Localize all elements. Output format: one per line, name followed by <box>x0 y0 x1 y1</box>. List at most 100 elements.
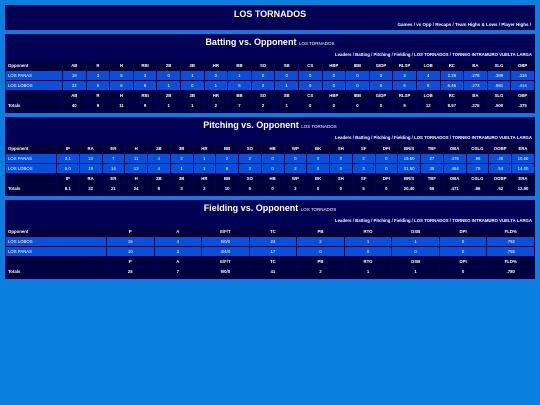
batting-column-header[interactable]: 3B <box>180 61 204 70</box>
pitching-column-header[interactable]: IP <box>57 174 79 183</box>
pitching-column-header[interactable]: HB <box>261 144 284 153</box>
fielding-column-header[interactable]: OSB <box>392 257 439 266</box>
pitching-column-header[interactable]: OOBP <box>489 144 511 153</box>
batting-column-header[interactable]: AB <box>63 91 86 100</box>
pitching-column-header[interactable]: BR/S <box>398 144 420 153</box>
batting-column-header[interactable]: 3B <box>180 91 204 100</box>
batting-column-header[interactable]: HBP <box>322 91 346 100</box>
batting-column-header[interactable]: OBP <box>511 91 534 100</box>
batting-column-header[interactable]: RC <box>440 61 464 70</box>
fielding-column-header[interactable]: E/F/T <box>202 257 249 266</box>
pitching-column-header[interactable]: 2B <box>148 144 170 153</box>
pitching-column-header[interactable]: WP <box>284 174 307 183</box>
pitching-column-header[interactable]: SH <box>330 174 352 183</box>
batting-column-header[interactable]: GIDP <box>369 61 393 70</box>
pitching-column-header[interactable]: SH <box>330 144 352 153</box>
pitching-column-header[interactable]: ER <box>102 144 125 153</box>
pitching-column-header[interactable]: 3B <box>170 174 193 183</box>
pitching-column-header[interactable]: BK <box>307 174 329 183</box>
batting-column-header[interactable]: HBP <box>322 61 346 70</box>
batting-column-header[interactable]: HR <box>204 91 228 100</box>
pitching-column-header[interactable]: OOBP <box>489 174 511 183</box>
batting-column-header[interactable]: 2B <box>157 61 180 70</box>
fielding-column-header[interactable]: A <box>154 227 202 236</box>
pitching-column-header[interactable]: SO <box>239 174 261 183</box>
batting-column-header[interactable]: CS <box>298 91 322 100</box>
batting-column-header[interactable]: LOB <box>416 61 440 70</box>
batting-column-header[interactable]: H <box>110 61 133 70</box>
fielding-column-header[interactable]: E/F/T <box>202 227 249 236</box>
pitching-breadcrumb[interactable]: Leaders / Batting / Pitching / Fielding … <box>335 135 532 140</box>
pitching-column-header[interactable]: ER <box>102 174 125 183</box>
batting-column-header[interactable] <box>6 91 62 100</box>
pitching-column-header[interactable]: TBF <box>421 174 443 183</box>
batting-column-header[interactable]: LOB <box>416 91 440 100</box>
pitching-column-header[interactable]: TBF <box>421 144 443 153</box>
pitching-column-header[interactable]: OBA <box>443 144 466 153</box>
fielding-column-header[interactable] <box>6 257 106 266</box>
pitching-row-label[interactable]: LOS LOBOS <box>6 164 56 173</box>
fielding-column-header[interactable]: OSB <box>392 227 439 236</box>
fielding-column-header[interactable]: DPI <box>439 227 487 236</box>
pitching-column-header[interactable]: RA <box>79 144 102 153</box>
pitching-column-header[interactable]: DPI <box>375 174 398 183</box>
pitching-column-header[interactable]: OSLG <box>466 144 489 153</box>
pitching-column-header[interactable]: WP <box>284 144 307 153</box>
batting-column-header[interactable]: SO <box>251 91 275 100</box>
fielding-column-header[interactable]: PB <box>297 257 344 266</box>
fielding-column-header[interactable]: RTO <box>344 227 392 236</box>
fielding-breadcrumb[interactable]: Leaders / Batting / Pitching / Fielding … <box>335 218 532 223</box>
batting-column-header[interactable]: RLSP <box>393 91 416 100</box>
fielding-column-header[interactable]: TC <box>249 227 297 236</box>
batting-column-header[interactable]: SB <box>275 61 298 70</box>
pitching-column-header[interactable]: 3B <box>170 144 193 153</box>
batting-row-label[interactable]: LOS LOBOS <box>6 81 62 90</box>
batting-column-header[interactable]: BB <box>228 61 251 70</box>
pitching-column-header[interactable]: SO <box>239 144 261 153</box>
fielding-column-header[interactable]: P <box>107 227 154 236</box>
pitching-column-header[interactable]: Opponent <box>6 144 56 153</box>
batting-column-header[interactable]: R <box>86 91 110 100</box>
pitching-column-header[interactable]: HR <box>193 174 216 183</box>
pitching-column-header[interactable]: HB <box>261 174 284 183</box>
fielding-column-header[interactable]: Opponent <box>6 227 106 236</box>
pitching-column-header[interactable]: SF <box>352 174 375 183</box>
fielding-column-header[interactable]: TC <box>249 257 297 266</box>
batting-column-header[interactable]: HR <box>204 61 228 70</box>
pitching-column-header[interactable]: HR <box>193 144 216 153</box>
batting-column-header[interactable]: RC <box>440 91 464 100</box>
batting-column-header[interactable]: RLSP <box>393 61 416 70</box>
pitching-column-header[interactable]: H <box>125 144 147 153</box>
fielding-column-header[interactable]: A <box>154 257 202 266</box>
fielding-column-header[interactable]: FLD% <box>487 227 534 236</box>
batting-column-header[interactable]: R <box>86 61 110 70</box>
pitching-column-header[interactable]: DPI <box>375 144 398 153</box>
pitching-column-header[interactable]: BB <box>216 174 238 183</box>
batting-column-header[interactable]: AB <box>63 61 86 70</box>
pitching-column-header[interactable]: RA <box>79 174 102 183</box>
batting-column-header[interactable]: SO <box>251 61 275 70</box>
pitching-column-header[interactable]: BB <box>216 144 238 153</box>
fielding-row-label[interactable]: LOS LOBOS <box>6 237 106 246</box>
batting-column-header[interactable]: SB <box>275 91 298 100</box>
fielding-row-label[interactable]: LOS PANAS <box>6 247 106 256</box>
fielding-column-header[interactable]: FLD% <box>487 257 534 266</box>
fielding-column-header[interactable]: RTO <box>344 257 392 266</box>
batting-breadcrumb[interactable]: Leaders / Batting / Pitching / Fielding … <box>335 52 532 57</box>
pitching-column-header[interactable]: ERA <box>512 174 534 183</box>
pitching-column-header[interactable]: H <box>125 174 147 183</box>
batting-column-header[interactable]: RBI <box>133 61 157 70</box>
batting-column-header[interactable]: SLG <box>487 61 511 70</box>
batting-column-header[interactable]: BA <box>464 91 487 100</box>
pitching-row-label[interactable]: LOS PANAS <box>6 154 56 163</box>
batting-column-header[interactable]: OBP <box>511 61 534 70</box>
pitching-column-header[interactable]: OBA <box>443 174 466 183</box>
pitching-column-header[interactable]: SF <box>352 144 375 153</box>
batting-column-header[interactable]: IBB <box>346 91 369 100</box>
batting-column-header[interactable]: GIDP <box>369 91 393 100</box>
batting-column-header[interactable]: 2B <box>157 91 180 100</box>
batting-column-header[interactable]: H <box>110 91 133 100</box>
pitching-column-header[interactable]: BR/S <box>398 174 420 183</box>
fielding-column-header[interactable]: P <box>107 257 154 266</box>
batting-column-header[interactable]: SLG <box>487 91 511 100</box>
